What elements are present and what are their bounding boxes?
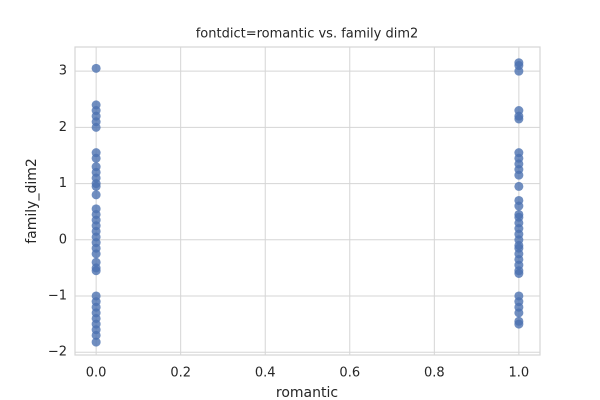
y-tick-label: 1	[59, 176, 67, 191]
y-tick-label: −1	[48, 288, 67, 303]
scatter-point	[514, 269, 524, 279]
x-tick-label: 0.8	[424, 366, 445, 381]
scatter-point	[514, 181, 524, 191]
x-tick-label: 0.4	[255, 366, 276, 381]
y-axis-label: family_dim2	[24, 158, 40, 244]
x-axis-label: romantic	[276, 385, 338, 400]
chart-title: fontdict=romantic vs. family dim2	[196, 27, 419, 42]
scatter-point	[91, 337, 101, 347]
plot-frame	[74, 46, 541, 356]
scatter-point	[91, 190, 101, 200]
x-tick-label: 0.2	[170, 366, 191, 381]
y-tick-label: 3	[59, 64, 67, 79]
scatter-point	[91, 153, 101, 163]
scatter-point	[91, 266, 101, 276]
scatter-point	[91, 122, 101, 132]
scatter-point	[91, 63, 101, 73]
scatter-point	[91, 330, 101, 340]
scatter-point	[514, 308, 524, 318]
scatter-point	[91, 181, 101, 191]
y-tick-label: 2	[59, 120, 67, 135]
y-tick-label: 0	[59, 232, 67, 247]
scatter-point	[514, 319, 524, 329]
scatter-point	[514, 201, 524, 211]
x-tick-label: 0.0	[86, 366, 107, 381]
x-tick-label: 1.0	[509, 366, 530, 381]
scatter-point	[514, 170, 524, 180]
scatter-point	[91, 249, 101, 259]
x-tick-label: 0.6	[339, 366, 360, 381]
y-tick-label: −2	[48, 345, 67, 360]
scatter-point	[514, 114, 524, 124]
scatter-point	[514, 66, 524, 76]
